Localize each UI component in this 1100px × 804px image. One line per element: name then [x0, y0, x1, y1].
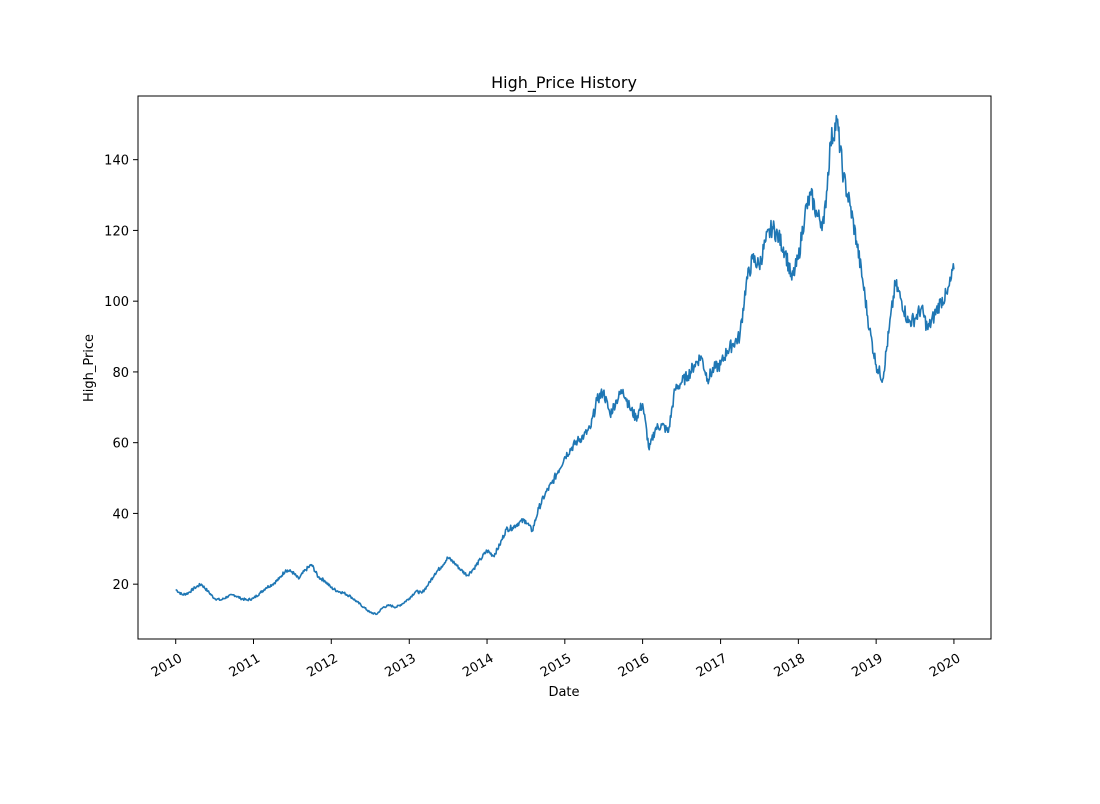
- y-tick-label: 120: [104, 224, 129, 239]
- x-tick-label: 2017: [694, 651, 730, 681]
- y-tick-label: 40: [112, 507, 129, 522]
- y-tick-label: 80: [112, 366, 129, 381]
- x-axis: 2010 2011 2012 2013 2014 2015 2016 2017 2018 2019…: [149, 639, 963, 681]
- x-tick-label: 2012: [305, 651, 341, 681]
- x-tick-label: 2014: [460, 651, 496, 681]
- x-tick-label: 2013: [383, 651, 419, 681]
- y-tick-label: 100: [104, 295, 129, 310]
- y-tick-label: 140: [104, 154, 129, 169]
- y-axis: 20 40 60 80 100 120 140: [104, 154, 138, 593]
- x-tick-label: 2015: [538, 651, 574, 681]
- x-tick-label: 2018: [772, 651, 808, 681]
- x-axis-label: Date: [548, 685, 579, 700]
- y-tick-label: 60: [112, 437, 129, 452]
- x-tick-label: 2016: [616, 651, 652, 681]
- x-tick-label: 2019: [849, 651, 885, 681]
- x-tick-label: 2020: [927, 651, 963, 681]
- plot-area-frame: [137, 95, 992, 640]
- chart-title: High_Price History: [491, 73, 637, 93]
- x-tick-label: 2010: [149, 651, 185, 681]
- y-tick-label: 20: [112, 578, 129, 593]
- y-axis-label: High_Price: [82, 334, 97, 402]
- series-line-high-price: [175, 114, 955, 616]
- x-tick-label: 2011: [227, 651, 263, 681]
